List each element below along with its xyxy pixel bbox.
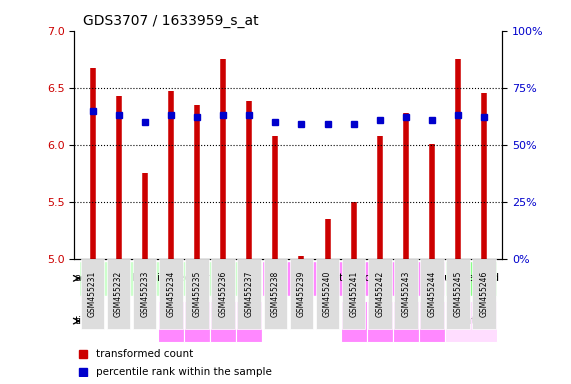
FancyBboxPatch shape bbox=[238, 260, 261, 329]
Text: GSM455237: GSM455237 bbox=[245, 271, 254, 318]
FancyBboxPatch shape bbox=[81, 260, 104, 329]
FancyBboxPatch shape bbox=[288, 301, 315, 342]
Text: 210
min: 210 min bbox=[216, 311, 230, 331]
Text: transformed count: transformed count bbox=[96, 349, 193, 359]
FancyBboxPatch shape bbox=[445, 301, 497, 342]
FancyBboxPatch shape bbox=[79, 301, 106, 342]
Text: GSM455235: GSM455235 bbox=[192, 271, 202, 318]
Text: GSM455238: GSM455238 bbox=[271, 271, 280, 318]
Text: control: control bbox=[455, 316, 488, 326]
Text: GSM455239: GSM455239 bbox=[297, 271, 306, 318]
Text: 30
min: 30 min bbox=[85, 311, 100, 331]
FancyBboxPatch shape bbox=[289, 260, 313, 329]
Text: 90
min: 90 min bbox=[320, 311, 335, 331]
FancyBboxPatch shape bbox=[107, 260, 130, 329]
Text: GSM455231: GSM455231 bbox=[88, 271, 97, 318]
FancyBboxPatch shape bbox=[132, 301, 158, 342]
FancyBboxPatch shape bbox=[159, 260, 183, 329]
Text: GSM455243: GSM455243 bbox=[401, 271, 411, 318]
Text: 120
min: 120 min bbox=[164, 311, 178, 331]
FancyBboxPatch shape bbox=[106, 301, 132, 342]
FancyBboxPatch shape bbox=[447, 260, 470, 329]
Text: 60
min: 60 min bbox=[111, 311, 126, 331]
FancyBboxPatch shape bbox=[393, 301, 419, 342]
FancyBboxPatch shape bbox=[262, 262, 445, 296]
Text: 30
min: 30 min bbox=[268, 311, 283, 331]
Text: GSM455244: GSM455244 bbox=[428, 271, 436, 318]
Text: GSM455233: GSM455233 bbox=[140, 271, 149, 318]
FancyBboxPatch shape bbox=[342, 260, 365, 329]
Text: 150
min: 150 min bbox=[372, 311, 387, 331]
FancyBboxPatch shape bbox=[420, 260, 444, 329]
Text: GSM455246: GSM455246 bbox=[480, 271, 489, 318]
FancyBboxPatch shape bbox=[394, 260, 417, 329]
Text: GSM455236: GSM455236 bbox=[219, 271, 228, 318]
FancyBboxPatch shape bbox=[236, 301, 262, 342]
FancyBboxPatch shape bbox=[211, 260, 235, 329]
Text: 240
min: 240 min bbox=[242, 311, 256, 331]
Text: 120
min: 120 min bbox=[347, 311, 361, 331]
FancyBboxPatch shape bbox=[158, 301, 184, 342]
FancyBboxPatch shape bbox=[262, 301, 288, 342]
Text: 90
min: 90 min bbox=[138, 311, 152, 331]
FancyBboxPatch shape bbox=[133, 260, 156, 329]
FancyBboxPatch shape bbox=[210, 301, 236, 342]
Text: untreated: untreated bbox=[444, 273, 498, 283]
FancyBboxPatch shape bbox=[472, 260, 496, 329]
Text: 60
min: 60 min bbox=[294, 311, 309, 331]
FancyBboxPatch shape bbox=[368, 260, 392, 329]
Text: GSM455245: GSM455245 bbox=[453, 271, 463, 318]
FancyBboxPatch shape bbox=[79, 262, 262, 296]
Text: GSM455242: GSM455242 bbox=[375, 271, 384, 318]
FancyBboxPatch shape bbox=[419, 301, 445, 342]
FancyBboxPatch shape bbox=[340, 301, 367, 342]
Text: agent: agent bbox=[75, 273, 105, 283]
Text: GDS3707 / 1633959_s_at: GDS3707 / 1633959_s_at bbox=[83, 14, 259, 28]
Text: humidified air: humidified air bbox=[132, 273, 210, 283]
FancyBboxPatch shape bbox=[264, 260, 287, 329]
Text: 210
min: 210 min bbox=[399, 311, 413, 331]
FancyBboxPatch shape bbox=[315, 301, 340, 342]
Text: percentile rank within the sample: percentile rank within the sample bbox=[96, 366, 272, 376]
Text: time: time bbox=[75, 316, 98, 326]
FancyBboxPatch shape bbox=[367, 301, 393, 342]
Text: GSM455234: GSM455234 bbox=[166, 271, 175, 318]
Text: 240
min: 240 min bbox=[425, 311, 439, 331]
Text: GSM455232: GSM455232 bbox=[114, 271, 123, 318]
Text: GSM455240: GSM455240 bbox=[323, 271, 332, 318]
FancyBboxPatch shape bbox=[445, 262, 497, 296]
FancyBboxPatch shape bbox=[184, 301, 210, 342]
Text: 150
min: 150 min bbox=[190, 311, 204, 331]
FancyBboxPatch shape bbox=[185, 260, 209, 329]
Text: ethanol: ethanol bbox=[332, 273, 375, 283]
FancyBboxPatch shape bbox=[316, 260, 339, 329]
Text: GSM455241: GSM455241 bbox=[349, 271, 358, 318]
